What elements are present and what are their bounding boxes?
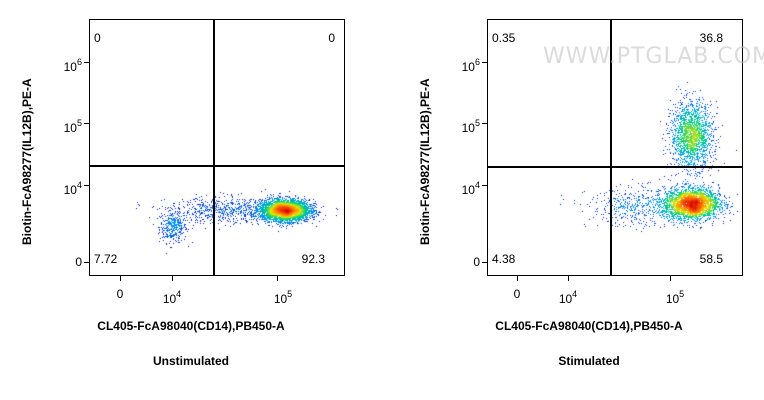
x-tick-mark <box>517 276 518 281</box>
quadrant-top-right-value: 36.8 <box>699 31 723 45</box>
x-tick-label: 0 <box>513 287 521 301</box>
flow-plot-stimulated: Biotin-FcA98277(IL12B),PE-A 0.35 36.8 4.… <box>398 0 764 400</box>
plot-area: 0.35 36.8 4.38 58.5 <box>487 19 743 276</box>
y-tick-mark <box>482 185 487 186</box>
plot-frame <box>487 19 743 276</box>
y-axis-label: Biotin-FcA98277(IL12B),PE-A <box>20 78 34 245</box>
quadrant-bottom-left-value: 7.72 <box>94 252 118 266</box>
y-tick-mark <box>482 62 487 63</box>
plot-caption: Stimulated <box>558 354 620 368</box>
x-tick-mark <box>277 276 278 281</box>
x-axis-label: CL405-FcA98040(CD14),PB450-A <box>97 319 285 333</box>
quadrant-bottom-left-value: 4.38 <box>492 252 516 266</box>
quadrant-gate-horizontal <box>89 165 345 167</box>
y-tick-mark <box>84 123 89 124</box>
quadrant-top-left-value: 0 <box>94 31 101 45</box>
x-tick-mark <box>670 276 671 281</box>
quadrant-top-left-value: 0.35 <box>492 31 516 45</box>
density-points <box>488 20 742 275</box>
quadrant-bottom-right-value: 58.5 <box>699 252 723 266</box>
y-tick-mark <box>482 262 487 263</box>
plot-caption: Unstimulated <box>152 354 229 368</box>
plot-area: 0 0 7.72 92.3 <box>89 19 345 276</box>
x-tick-mark <box>120 276 121 281</box>
y-axis-label: Biotin-FcA98277(IL12B),PE-A <box>418 78 432 245</box>
x-tick-label: 0 <box>116 287 124 301</box>
x-tick-label: 105 <box>273 289 293 306</box>
x-tick-label: 105 <box>665 289 685 306</box>
y-tick-mark <box>84 262 89 263</box>
quadrant-gate-horizontal <box>487 166 743 168</box>
x-axis-label: CL405-FcA98040(CD14),PB450-A <box>495 319 683 333</box>
density-points <box>90 20 344 275</box>
y-tick-mark <box>84 62 89 63</box>
x-tick-label: 104 <box>558 289 578 306</box>
x-tick-label: 104 <box>162 289 182 306</box>
plot-frame <box>89 19 345 276</box>
quadrant-top-right-value: 0 <box>328 31 335 45</box>
x-tick-mark <box>172 276 173 281</box>
quadrant-gate-vertical <box>213 19 215 276</box>
watermark: WWW.PTGLAB.COM <box>543 44 764 69</box>
quadrant-bottom-right-value: 92.3 <box>301 252 325 266</box>
y-tick-mark <box>84 185 89 186</box>
flow-plot-unstimulated: Biotin-FcA98277(IL12B),PE-A 0 0 7.72 92.… <box>20 19 345 368</box>
x-tick-mark <box>568 276 569 281</box>
y-tick-mark <box>482 123 487 124</box>
quadrant-gate-vertical <box>610 19 612 276</box>
